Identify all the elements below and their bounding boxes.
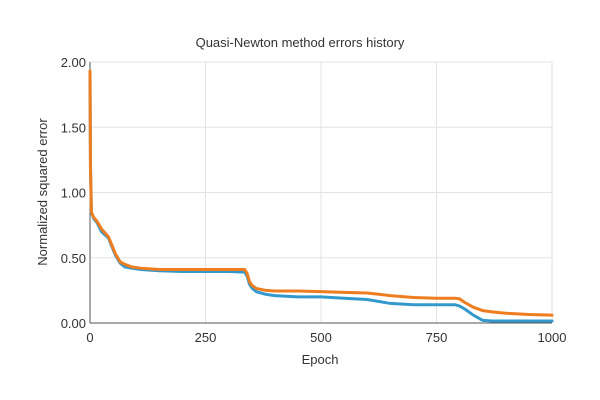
chart-title: Quasi-Newton method errors history bbox=[196, 35, 405, 50]
y-tick-label-0: 0.00 bbox=[61, 316, 86, 331]
series-line-1 bbox=[88, 69, 554, 317]
tick-labels: 0 250 500 750 1000 0.00 0.50 1.00 1.50 2.00 bbox=[61, 55, 567, 345]
x-tick-label-2: 500 bbox=[310, 330, 332, 345]
y-tick-label-2: 1.00 bbox=[61, 186, 86, 201]
y-axis-title: Normalized squared error bbox=[35, 118, 50, 266]
x-tick-label-3: 750 bbox=[426, 330, 448, 345]
y-tick-label-3: 1.50 bbox=[61, 120, 86, 135]
data-series bbox=[88, 69, 554, 323]
y-tick-label-4: 2.00 bbox=[61, 55, 86, 70]
grid bbox=[89, 61, 553, 324]
x-tick-label-4: 1000 bbox=[538, 330, 567, 345]
x-tick-label-1: 250 bbox=[195, 330, 217, 345]
x-axis-title: Epoch bbox=[302, 352, 339, 367]
y-tick-label-1: 0.50 bbox=[61, 251, 86, 266]
x-tick-label-0: 0 bbox=[86, 330, 93, 345]
